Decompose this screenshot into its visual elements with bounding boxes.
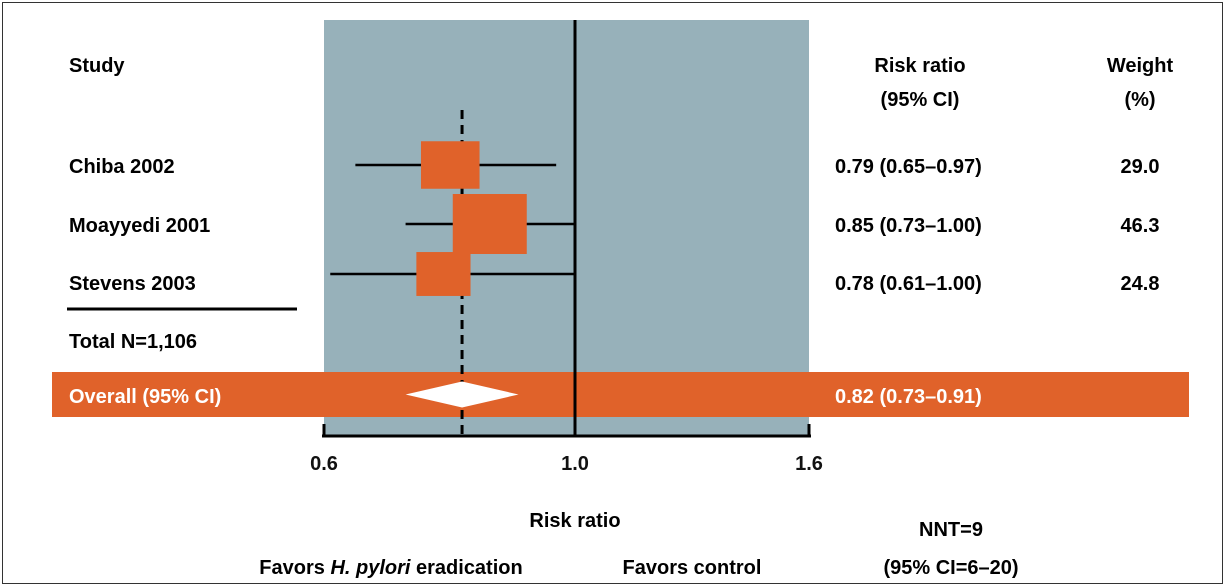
- study-marks: [330, 141, 575, 296]
- x-axis: 0.6 1.0 1.6: [310, 424, 823, 475]
- risk-ratio-header: Risk ratio: [874, 55, 965, 77]
- overall-diamond: [405, 381, 519, 408]
- nnt-label: NNT=9: [919, 519, 983, 541]
- overall-label: Overall (95% CI): [69, 386, 221, 408]
- overall-risk-ratio: 0.82 (0.73–0.91): [835, 386, 982, 408]
- favors-control-label: Favors control: [623, 557, 762, 579]
- plot-panel: [324, 20, 809, 436]
- study-weight: 29.0: [1121, 156, 1160, 178]
- study-name: Stevens 2003: [69, 273, 196, 295]
- study-weight: 46.3: [1121, 215, 1160, 237]
- study-weight-box: [420, 141, 480, 189]
- favors-treatment-label: Favors H. pylori eradication: [259, 557, 522, 579]
- study-column-header: Study: [69, 55, 125, 77]
- x-axis-title: Risk ratio: [529, 510, 620, 532]
- study-risk-ratio: 0.78 (0.61–1.00): [835, 273, 982, 295]
- study-weight-box: [452, 194, 527, 254]
- study-risk-ratio: 0.79 (0.65–0.97): [835, 156, 982, 178]
- risk-ratio-ci-header: (95% CI): [881, 89, 960, 111]
- nnt-ci-label: (95% CI=6–20): [883, 557, 1018, 579]
- study-risk-ratio: 0.85 (0.73–1.00): [835, 215, 982, 237]
- x-tick-label: 0.6: [310, 453, 338, 475]
- study-name: Moayyedi 2001: [69, 215, 210, 237]
- total-n-label: Total N=1,106: [69, 331, 197, 353]
- weight-unit-header: (%): [1124, 89, 1155, 111]
- x-tick-label: 1.6: [795, 453, 823, 475]
- study-weight-box: [416, 252, 471, 296]
- overall-band: [52, 372, 1189, 417]
- weight-header: Weight: [1107, 55, 1174, 77]
- study-name: Chiba 2002: [69, 156, 175, 178]
- x-tick-label: 1.0: [561, 453, 589, 475]
- study-weight: 24.8: [1121, 273, 1160, 295]
